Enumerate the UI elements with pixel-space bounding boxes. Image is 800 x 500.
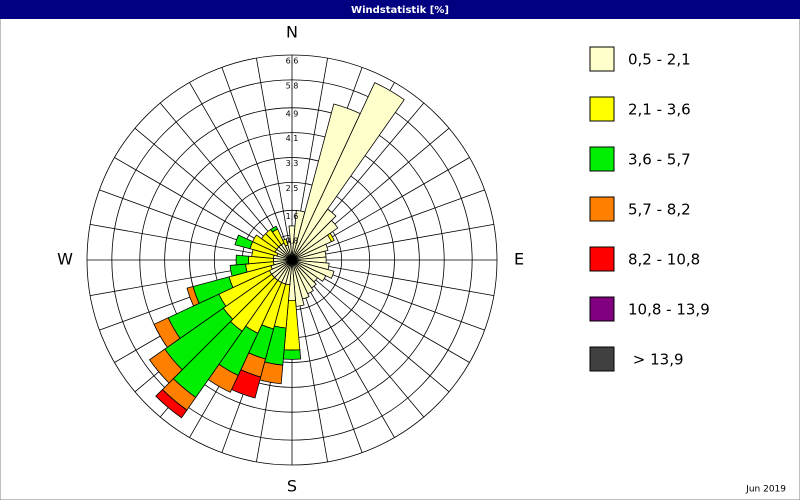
legend-swatch	[589, 196, 615, 222]
wedge-segment	[234, 234, 254, 250]
wedge-segment	[291, 208, 337, 261]
wedge-segment	[148, 348, 183, 384]
wedge-segment	[286, 241, 293, 261]
wedge-segment	[229, 263, 248, 277]
direction-label: N	[286, 23, 298, 42]
legend-label: 8,2 - 10,8	[628, 251, 700, 269]
wedge-segment	[235, 254, 250, 266]
legend-swatch	[589, 246, 615, 272]
legend-label: 2,1 - 3,6	[628, 101, 691, 119]
legend-label: 10,8 - 13,9	[628, 301, 710, 319]
direction-label: S	[287, 477, 297, 496]
title-bar	[0, 0, 800, 19]
legend-swatch	[589, 296, 615, 322]
r-tick-label: 4,1	[286, 134, 299, 143]
legend-swatch	[589, 96, 615, 122]
legend-swatch	[589, 346, 615, 372]
r-tick-label: 3,3	[286, 159, 299, 168]
r-tick-label: 0,8	[286, 237, 299, 246]
wedge-segment	[327, 232, 335, 243]
legend-label: 0,5 - 2,1	[628, 51, 691, 69]
r-tick-label: 4,9	[286, 109, 299, 118]
wedge-segment	[291, 82, 405, 261]
wedge-segment	[153, 317, 181, 348]
r-tick-label: 2,5	[286, 184, 299, 193]
wedge-segment	[291, 259, 327, 282]
legend: 0,5 - 2,1 2,1 - 3,6 3,6 - 5,7 5,7 - 8,2 8,2 …	[589, 46, 710, 372]
wedge-segment	[282, 349, 302, 360]
wedge-segment	[155, 389, 188, 419]
wedge-segment	[270, 225, 279, 233]
r-tick-label: 1,6	[286, 212, 299, 221]
footnote: Jun 2019	[745, 485, 786, 495]
wedge-segment	[282, 238, 289, 247]
r-tick-label: 6,6	[286, 57, 299, 66]
labels: 0,8 1,6 2,5 3,3 4,1 4,9 5,8 6,6 N E S W	[57, 23, 524, 496]
legend-swatch	[589, 46, 615, 72]
legend-label: > 13,9	[628, 351, 684, 369]
wedge-segment	[291, 219, 339, 261]
wedge-segment	[252, 234, 278, 253]
direction-label: W	[57, 250, 73, 269]
legend-label: 3,6 - 5,7	[628, 151, 691, 169]
spoke	[221, 67, 293, 261]
r-tick-label: 5,8	[286, 81, 299, 90]
wedge-segment	[186, 286, 200, 307]
plot-area	[148, 82, 405, 419]
chart-title: Windstatistik [%]	[351, 5, 449, 16]
wedge-segment	[291, 243, 329, 261]
legend-label: 5,7 - 8,2	[628, 201, 691, 219]
direction-label: E	[514, 250, 524, 269]
legend-swatch	[589, 146, 615, 172]
spoke	[256, 58, 293, 261]
spoke	[291, 259, 450, 393]
